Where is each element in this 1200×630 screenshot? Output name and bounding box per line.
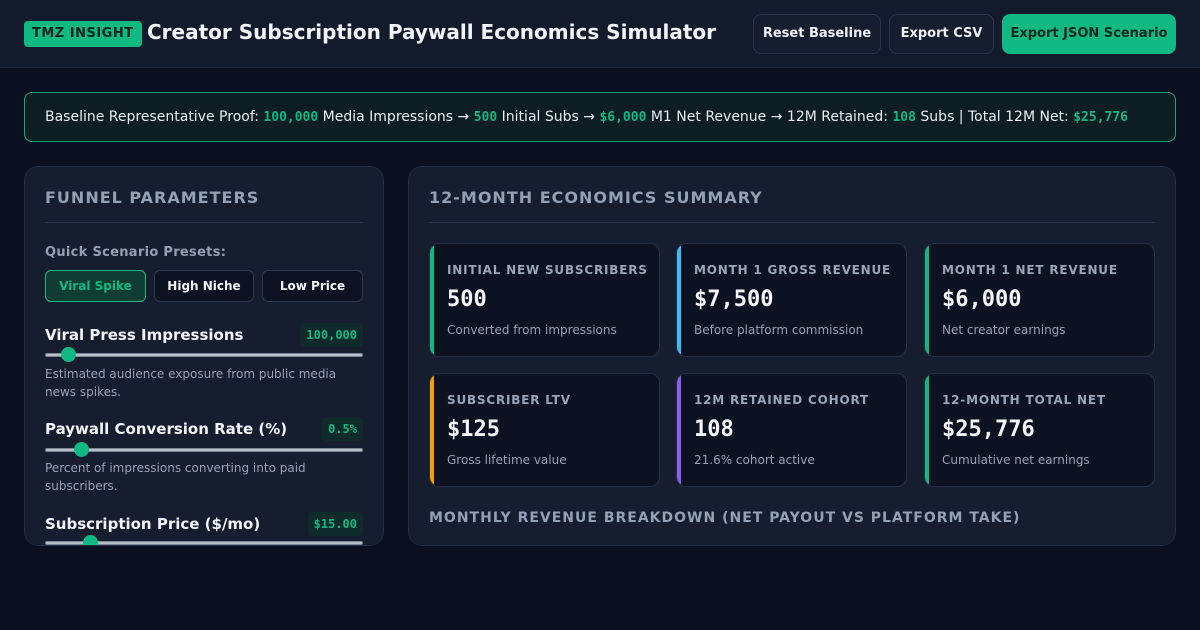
summary-panel-title: 12-MONTH ECONOMICS SUMMARY: [429, 188, 763, 207]
app-title: Creator Subscription Paywall Economics S…: [147, 20, 717, 44]
card-label: INITIAL NEW SUBSCRIBERS: [447, 263, 648, 277]
card-value: 108: [694, 417, 734, 442]
impressions-slider[interactable]: [45, 347, 363, 362]
card-label: 12-MONTH TOTAL NET: [942, 393, 1106, 407]
subscription-price-slider-thumb[interactable]: [83, 535, 99, 545]
conversion-rate-value-badge: 0.5%: [322, 417, 363, 441]
impressions-value-badge: 100,000: [300, 323, 363, 347]
funnel-panel-title: FUNNEL PARAMETERS: [45, 188, 260, 207]
card-label: SUBSCRIBER LTV: [447, 393, 571, 407]
card-subtext: Converted from impressions: [447, 323, 617, 337]
card-accent: [677, 374, 681, 486]
card-accent: [925, 374, 929, 486]
metric-card-retained-cohort: 12M RETAINED COHORT 108 21.6% cohort act…: [676, 373, 907, 487]
funnel-parameters-panel: FUNNEL PARAMETERS Quick Scenario Presets…: [24, 166, 384, 546]
brand-badge: TMZ INSIGHT: [24, 21, 142, 47]
preset-high-niche-button[interactable]: High Niche: [154, 270, 254, 302]
proof-initial-subs: 500: [473, 110, 498, 125]
card-label: MONTH 1 NET REVENUE: [942, 263, 1118, 277]
subscription-price-label: Subscription Price ($/mo): [45, 515, 261, 533]
baseline-proof-banner: Baseline Representative Proof: 100,000 M…: [24, 92, 1176, 142]
card-subtext: Cumulative net earnings: [942, 453, 1090, 467]
subscription-price-value-badge: $15.00: [307, 512, 363, 536]
economics-summary-panel: 12-MONTH ECONOMICS SUMMARY INITIAL NEW S…: [408, 166, 1176, 546]
card-label: 12M RETAINED COHORT: [694, 393, 869, 407]
card-value: $6,000: [942, 287, 1022, 312]
card-subtext: Before platform commission: [694, 323, 864, 337]
card-accent: [925, 244, 929, 356]
card-accent: [430, 244, 434, 356]
card-accent: [430, 374, 434, 486]
export-json-button[interactable]: Export JSON Scenario: [1002, 14, 1176, 54]
impressions-label: Viral Press Impressions: [45, 326, 244, 344]
card-value: $125: [447, 417, 500, 442]
proof-m1-net: $6,000: [599, 110, 647, 125]
card-subtext: Net creator earnings: [942, 323, 1066, 337]
conversion-rate-slider-thumb[interactable]: [73, 442, 89, 457]
metric-card-initial-subscribers: INITIAL NEW SUBSCRIBERS 500 Converted fr…: [429, 243, 660, 357]
preset-label: Quick Scenario Presets:: [45, 245, 227, 260]
proof-retained-label: Subs | Total 12M Net:: [915, 109, 1074, 125]
impressions-help: Estimated audience exposure from public …: [45, 367, 337, 399]
card-value: 500: [447, 287, 487, 312]
proof-total-net: $25,776: [1073, 110, 1129, 125]
proof-retained: 108: [892, 110, 916, 125]
subscription-price-slider[interactable]: [45, 535, 363, 545]
proof-initial-subs-label: Initial Subs →: [497, 109, 600, 125]
card-value: $25,776: [942, 417, 1035, 442]
proof-m1-net-label: M1 Net Revenue → 12M Retained:: [646, 109, 893, 125]
conversion-rate-slider[interactable]: [45, 442, 363, 457]
conversion-rate-help: Percent of impressions converting into p…: [45, 461, 306, 493]
card-label: MONTH 1 GROSS REVENUE: [694, 263, 892, 277]
preset-viral-spike-button[interactable]: Viral Spike: [45, 270, 146, 302]
metric-card-m1-net-revenue: MONTH 1 NET REVENUE $6,000 Net creator e…: [924, 243, 1155, 357]
card-subtext: Gross lifetime value: [447, 453, 567, 467]
reset-baseline-button[interactable]: Reset Baseline: [753, 14, 881, 54]
card-value: $7,500: [694, 287, 774, 312]
breakdown-section-title: MONTHLY REVENUE BREAKDOWN (NET PAYOUT VS…: [429, 510, 1021, 526]
proof-prefix: Baseline Representative Proof:: [45, 109, 264, 125]
top-bar: TMZ INSIGHT Creator Subscription Paywall…: [0, 0, 1200, 68]
metric-card-12m-total-net: 12-MONTH TOTAL NET $25,776 Cumulative ne…: [924, 373, 1155, 487]
panel-divider: [45, 222, 363, 223]
impressions-slider-thumb[interactable]: [61, 347, 77, 362]
metric-card-m1-gross-revenue: MONTH 1 GROSS REVENUE $7,500 Before plat…: [676, 243, 907, 357]
card-subtext: 21.6% cohort active: [694, 453, 815, 467]
card-accent: [677, 244, 681, 356]
conversion-rate-label: Paywall Conversion Rate (%): [45, 420, 288, 438]
preset-low-price-button[interactable]: Low Price: [262, 270, 363, 302]
panel-divider: [429, 222, 1155, 223]
proof-impressions-label: Media Impressions →: [318, 109, 474, 125]
export-csv-button[interactable]: Export CSV: [889, 14, 994, 54]
metric-card-subscriber-ltv: SUBSCRIBER LTV $125 Gross lifetime value: [429, 373, 660, 487]
proof-impressions: 100,000: [263, 110, 319, 125]
